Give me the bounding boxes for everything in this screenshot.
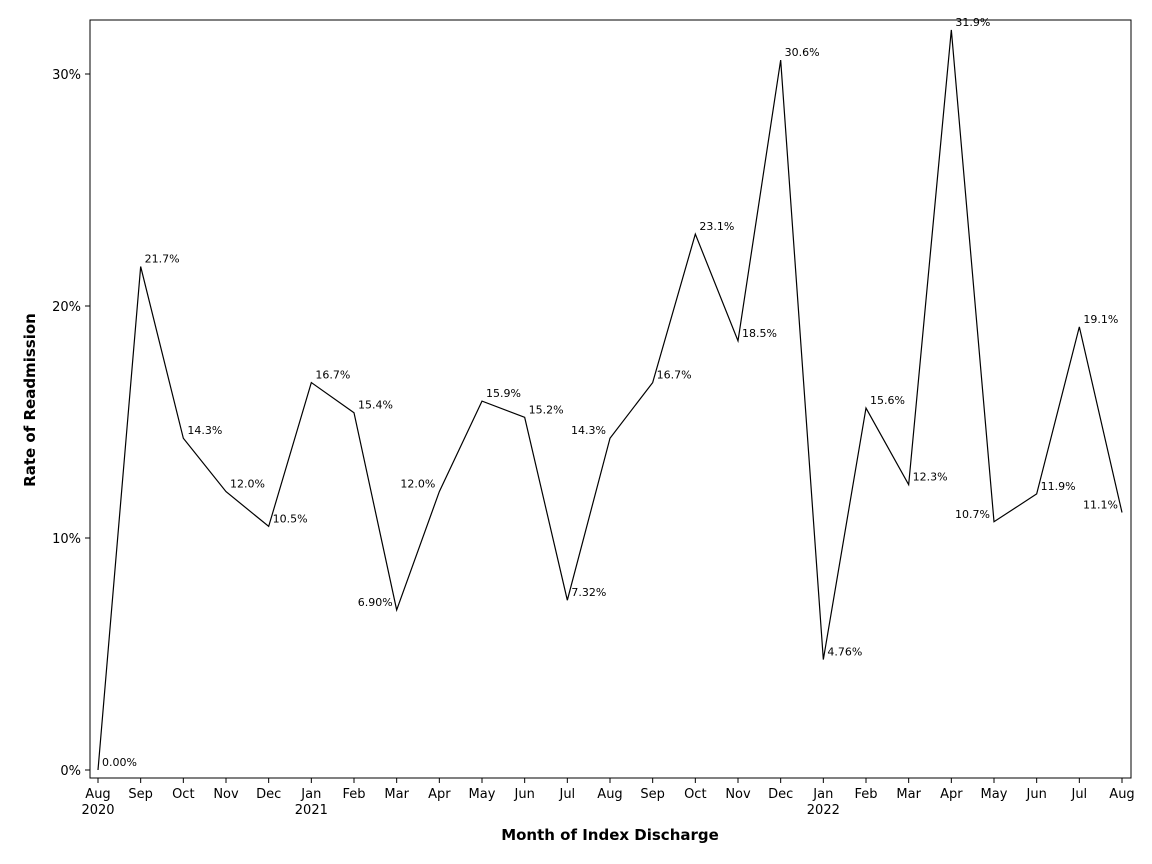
data-label: 16.7% bbox=[657, 369, 692, 382]
x-tick-label: Sep bbox=[640, 787, 665, 802]
data-label: 6.90% bbox=[358, 596, 393, 609]
x-tick-label: Nov bbox=[725, 787, 751, 802]
series-line bbox=[97, 29, 1123, 771]
x-tick-label: Dec bbox=[256, 787, 281, 802]
x-tick-label: Oct bbox=[172, 787, 194, 802]
x-tick-label: Nov bbox=[213, 787, 239, 802]
y-tick-label: 10% bbox=[52, 532, 81, 547]
data-label: 21.7% bbox=[145, 253, 180, 266]
data-label: 4.76% bbox=[827, 646, 862, 659]
data-label: 12.0% bbox=[230, 478, 265, 491]
x-tick-label: Mar bbox=[896, 787, 921, 802]
x-tick-label: Jul bbox=[558, 787, 575, 802]
x-tick-label: Apr bbox=[940, 787, 963, 802]
x-tick-label: Oct bbox=[684, 787, 706, 802]
data-label: 11.1% bbox=[1083, 498, 1118, 511]
data-label: 15.4% bbox=[358, 399, 393, 412]
data-label: 18.5% bbox=[742, 327, 777, 340]
data-label: 7.32% bbox=[571, 586, 606, 599]
x-tick-label: Jun bbox=[514, 787, 535, 802]
x-year-label: 2021 bbox=[295, 803, 328, 818]
x-tick-label: May bbox=[981, 787, 1008, 802]
data-label: 15.2% bbox=[529, 403, 564, 416]
y-axis: 0% 10% 20% 30% bbox=[52, 68, 90, 779]
x-axis-title: Month of Index Discharge bbox=[501, 826, 719, 844]
data-label: 10.5% bbox=[273, 512, 308, 525]
data-labels: 0.00% 21.7% 14.3% 12.0% 10.5% 16.7% 15.4% 6.90%… bbox=[102, 16, 1118, 769]
data-label: 11.9% bbox=[1041, 480, 1076, 493]
x-tick-label: Jul bbox=[1070, 787, 1087, 802]
x-tick-label: May bbox=[469, 787, 496, 802]
y-tick-label: 20% bbox=[52, 300, 81, 315]
x-tick-label: Jun bbox=[1026, 787, 1047, 802]
data-label: 14.3% bbox=[571, 424, 606, 437]
data-label: 15.9% bbox=[486, 387, 521, 400]
y-axis-title: Rate of Readmission bbox=[21, 313, 39, 487]
x-tick-label: Feb bbox=[854, 787, 877, 802]
data-label: 15.6% bbox=[870, 394, 905, 407]
x-tick-label: Jan bbox=[812, 787, 833, 802]
x-tick-label: Apr bbox=[428, 787, 451, 802]
data-label: 14.3% bbox=[187, 424, 222, 437]
data-label: 10.7% bbox=[955, 508, 990, 521]
data-label: 30.6% bbox=[785, 46, 820, 59]
x-tick-label: Feb bbox=[342, 787, 365, 802]
y-tick-label: 30% bbox=[52, 68, 81, 83]
x-axis: Aug Sep Oct Nov Dec Jan Feb Mar Apr May Jun Jul Aug S… bbox=[81, 778, 1135, 818]
data-label: 12.0% bbox=[400, 478, 435, 491]
data-label: 0.00% bbox=[102, 756, 137, 769]
data-label: 12.3% bbox=[913, 471, 948, 484]
data-label: 31.9% bbox=[955, 16, 990, 29]
data-label: 16.7% bbox=[315, 369, 350, 382]
plot-frame bbox=[89, 19, 1132, 779]
data-label: 23.1% bbox=[699, 220, 734, 233]
x-year-label: 2022 bbox=[807, 803, 840, 818]
x-tick-label: Aug bbox=[1109, 787, 1134, 802]
y-tick-label: 0% bbox=[60, 764, 81, 779]
x-tick-label: Sep bbox=[128, 787, 153, 802]
x-tick-label: Jan bbox=[300, 787, 321, 802]
x-tick-label: Aug bbox=[85, 787, 110, 802]
x-tick-label: Dec bbox=[768, 787, 793, 802]
x-year-label: 2020 bbox=[81, 803, 114, 818]
x-tick-label: Mar bbox=[384, 787, 409, 802]
x-tick-label: Aug bbox=[597, 787, 622, 802]
data-label: 19.1% bbox=[1083, 313, 1118, 326]
